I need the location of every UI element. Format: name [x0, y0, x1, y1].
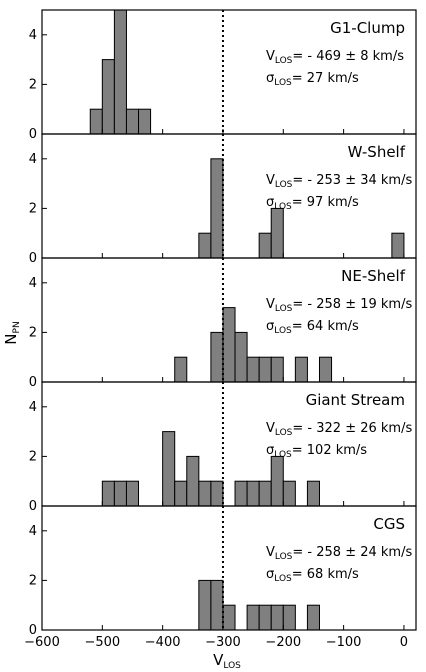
- velocity-stat: VLOS= - 322 ± 26 km/s: [266, 421, 412, 438]
- x-tick-label: −500: [84, 635, 120, 650]
- histogram-bar: [113, 9, 127, 135]
- histogram-bar: [101, 59, 115, 135]
- panel-ne-shelf: 0 2 4 NE-Shelf VLOS= - 258 ± 19 km/s σLOS= 64…: [29, 257, 417, 390]
- panel-title: NE-Shelf: [341, 267, 406, 285]
- y-tick-label: 0: [29, 623, 37, 638]
- y-tick-label: 2: [29, 77, 37, 92]
- y-tick-label: 2: [29, 201, 37, 216]
- histogram-bar: [174, 356, 188, 383]
- y-tick-label: 0: [29, 499, 37, 514]
- histogram-bar: [234, 480, 248, 507]
- histogram-bar: [198, 480, 212, 507]
- histogram-bar: [258, 232, 272, 259]
- dispersion-stat: σLOS= 27 km/s: [266, 71, 359, 88]
- dispersion-stat: σLOS= 68 km/s: [266, 567, 359, 584]
- velocity-stat: VLOS= - 258 ± 19 km/s: [266, 297, 412, 314]
- histogram-bar: [258, 480, 272, 507]
- histogram-bar: [246, 356, 260, 383]
- histogram-bar: [125, 480, 140, 507]
- histogram-bar: [246, 480, 260, 507]
- histogram-bar: [174, 480, 188, 507]
- histogram-bar: [270, 455, 284, 507]
- dispersion-stat: σLOS= 102 km/s: [266, 443, 367, 460]
- panel-title: CGS: [373, 515, 405, 533]
- histogram-bar: [318, 356, 333, 383]
- histogram-bar: [138, 108, 152, 135]
- panel-title: W-Shelf: [348, 143, 406, 161]
- y-tick-label: 0: [29, 251, 37, 266]
- histogram-bar: [113, 480, 127, 507]
- histogram-bar: [258, 356, 272, 383]
- y-tick-label: 4: [29, 400, 37, 415]
- y-tick-label: 0: [29, 127, 37, 142]
- histogram-bar: [258, 604, 272, 631]
- histogram-bar: [89, 108, 103, 135]
- histogram-bar: [282, 604, 296, 631]
- velocity-stat: VLOS= - 469 ± 8 km/s: [266, 49, 404, 66]
- histogram-bar: [234, 331, 248, 383]
- panel-title: Giant Stream: [306, 391, 405, 409]
- x-tick-label: −300: [205, 635, 241, 650]
- histogram-bar: [306, 480, 320, 507]
- dispersion-stat: σLOS= 64 km/s: [266, 319, 359, 336]
- dispersion-stat: σLOS= 97 km/s: [266, 195, 359, 212]
- histogram-bar: [210, 480, 224, 507]
- histogram-bar: [306, 604, 320, 631]
- y-tick-label: 4: [29, 28, 37, 43]
- panel-cgs: 0 2 4 CGS VLOS= - 258 ± 24 km/s σLOS= 68 km/s: [29, 505, 417, 638]
- y-axis-label: NPN: [2, 321, 22, 344]
- velocity-stat: VLOS= - 258 ± 24 km/s: [266, 545, 412, 562]
- histogram-bar: [210, 331, 224, 383]
- histogram-bar: [222, 604, 236, 631]
- panel-frame: [41, 505, 417, 631]
- x-tick-label: −200: [265, 635, 301, 650]
- x-tick-label: −100: [326, 635, 362, 650]
- panel-title: G1-Clump: [330, 19, 405, 37]
- panels-group: 0 2 4 G1-Clump VLOS= - 469 ± 8 km/s σLOS= 27 …: [29, 9, 417, 638]
- y-tick-label: 2: [29, 449, 37, 464]
- panel-g1-clump: 0 2 4 G1-Clump VLOS= - 469 ± 8 km/s σLOS= 27 …: [29, 9, 417, 142]
- histogram-bar: [186, 455, 200, 507]
- y-tick-label: 2: [29, 325, 37, 340]
- histogram-bar: [198, 579, 212, 631]
- x-tick-label: −600: [24, 635, 60, 650]
- histogram-bar: [222, 307, 236, 383]
- histogram-bar: [294, 356, 308, 383]
- histogram-bar: [198, 232, 212, 259]
- histogram-bar: [270, 207, 284, 259]
- velocity-stat: VLOS= - 253 ± 34 km/s: [266, 173, 412, 190]
- y-tick-label: 2: [29, 573, 37, 588]
- x-axis-label: VLOS: [213, 651, 241, 671]
- y-tick-label: 4: [29, 276, 37, 291]
- y-tick-label: 4: [29, 152, 37, 167]
- y-tick-label: 4: [29, 524, 37, 539]
- histogram-bar: [270, 356, 284, 383]
- x-tick-label: −400: [145, 635, 181, 650]
- histogram-bar: [270, 604, 284, 631]
- x-tick-label: 0: [400, 635, 408, 650]
- histogram-bar: [210, 579, 224, 631]
- x-axis: −600 −500 −400 −300 −200 −100 0: [24, 635, 408, 650]
- histogram-bar: [210, 158, 224, 259]
- panel-giant-stream: 0 2 4 Giant Stream VLOS= - 322 ± 26 km/s σLOS…: [29, 381, 417, 514]
- panel-w-shelf: 0 2 4 W-Shelf VLOS= - 253 ± 34 km/s σLOS= 97 …: [29, 133, 417, 266]
- histogram-bar: [162, 431, 176, 507]
- histogram-bar: [101, 480, 115, 507]
- histogram-bar: [125, 108, 140, 135]
- histogram-bar: [391, 232, 405, 259]
- y-tick-label: 0: [29, 375, 37, 390]
- histogram-bar: [282, 480, 296, 507]
- histogram-bar: [246, 604, 260, 631]
